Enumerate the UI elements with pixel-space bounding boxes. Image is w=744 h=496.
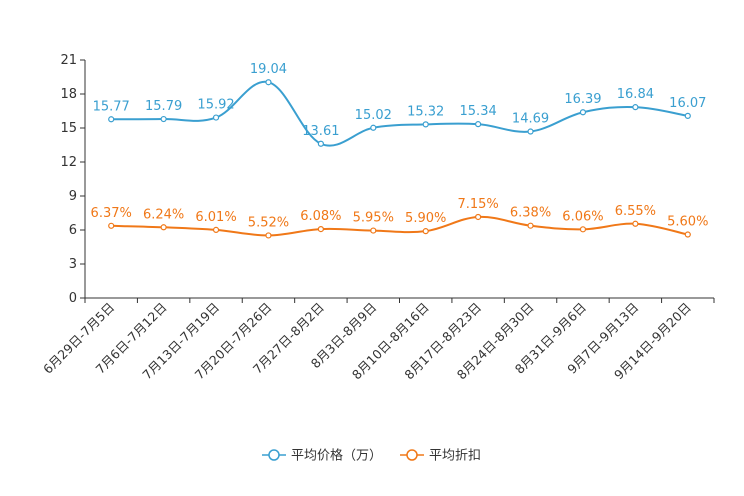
data-label: 6.01% bbox=[195, 210, 236, 225]
data-point bbox=[317, 140, 324, 147]
data-point bbox=[370, 124, 377, 131]
data-label: 16.07 bbox=[669, 96, 706, 111]
y-tick-label: 0 bbox=[69, 291, 77, 306]
legend-item-2[interactable]: 平均折扣 bbox=[400, 449, 481, 464]
data-label: 14.69 bbox=[512, 112, 549, 127]
data-point bbox=[527, 222, 534, 229]
data-point bbox=[422, 228, 429, 235]
data-point bbox=[265, 232, 272, 239]
data-point bbox=[265, 79, 272, 86]
legend-marker bbox=[268, 449, 280, 461]
data-label: 6.24% bbox=[143, 207, 184, 222]
data-label: 5.52% bbox=[248, 215, 289, 230]
data-point bbox=[108, 222, 115, 229]
data-point bbox=[684, 112, 691, 119]
data-point bbox=[422, 121, 429, 128]
data-label: 16.39 bbox=[564, 92, 601, 107]
data-label: 15.92 bbox=[197, 98, 234, 113]
data-label: 15.02 bbox=[355, 108, 392, 123]
data-label: 5.90% bbox=[405, 211, 446, 226]
series-1: 15.77 15.79 15.92 19.04 13.61 15.02 15.32 15.34… bbox=[93, 62, 706, 147]
y-tick-label: 12 bbox=[60, 155, 77, 170]
data-point bbox=[317, 225, 324, 233]
legend-label: 平均价格（万） bbox=[291, 448, 382, 464]
data-point bbox=[212, 226, 220, 233]
data-point bbox=[108, 116, 115, 123]
data-point bbox=[212, 114, 220, 121]
data-point bbox=[475, 121, 482, 128]
data-point bbox=[684, 231, 691, 238]
chart-legend[interactable]: 平均价格（万） 平均折扣 bbox=[262, 448, 481, 464]
y-tick-label: 9 bbox=[69, 189, 77, 204]
data-point bbox=[475, 213, 482, 221]
data-label: 6.37% bbox=[91, 206, 132, 221]
data-label: 6.06% bbox=[562, 209, 603, 224]
data-label: 6.55% bbox=[615, 204, 656, 219]
data-label: 16.84 bbox=[617, 87, 654, 102]
legend-item-1[interactable]: 平均价格（万） bbox=[262, 448, 382, 464]
data-label: 5.95% bbox=[353, 211, 394, 226]
data-point bbox=[160, 224, 167, 231]
y-tick-label: 21 bbox=[60, 53, 77, 68]
data-point bbox=[579, 226, 587, 233]
y-tick-label: 6 bbox=[69, 223, 77, 238]
y-tick-label: 15 bbox=[60, 121, 77, 136]
data-label: 5.60% bbox=[667, 215, 708, 230]
data-label: 15.34 bbox=[460, 104, 497, 119]
series-layer: 15.77 15.79 15.92 19.04 13.61 15.02 15.32 15.34… bbox=[91, 62, 708, 239]
data-point bbox=[632, 220, 639, 227]
y-tick-label: 3 bbox=[69, 257, 77, 272]
y-tick-label: 18 bbox=[60, 87, 77, 102]
data-point bbox=[632, 104, 639, 111]
series-2: 6.37% 6.24% 6.01% 5.52% 6.08% 5.95% 5.90% 7.15%… bbox=[91, 197, 708, 239]
data-point bbox=[579, 109, 587, 116]
data-label: 19.04 bbox=[250, 62, 287, 77]
series-line bbox=[111, 215, 688, 237]
data-label: 6.38% bbox=[510, 206, 551, 221]
data-point bbox=[527, 128, 534, 135]
data-label: 15.79 bbox=[145, 99, 182, 114]
legend-marker bbox=[406, 449, 418, 461]
data-label: 7.15% bbox=[457, 197, 498, 212]
data-label: 6.08% bbox=[300, 209, 341, 224]
data-label: 13.61 bbox=[302, 124, 339, 139]
data-point bbox=[370, 227, 377, 234]
data-label: 15.77 bbox=[93, 99, 130, 114]
data-label: 15.32 bbox=[407, 104, 444, 119]
legend-label: 平均折扣 bbox=[429, 449, 481, 464]
data-point bbox=[160, 115, 167, 123]
